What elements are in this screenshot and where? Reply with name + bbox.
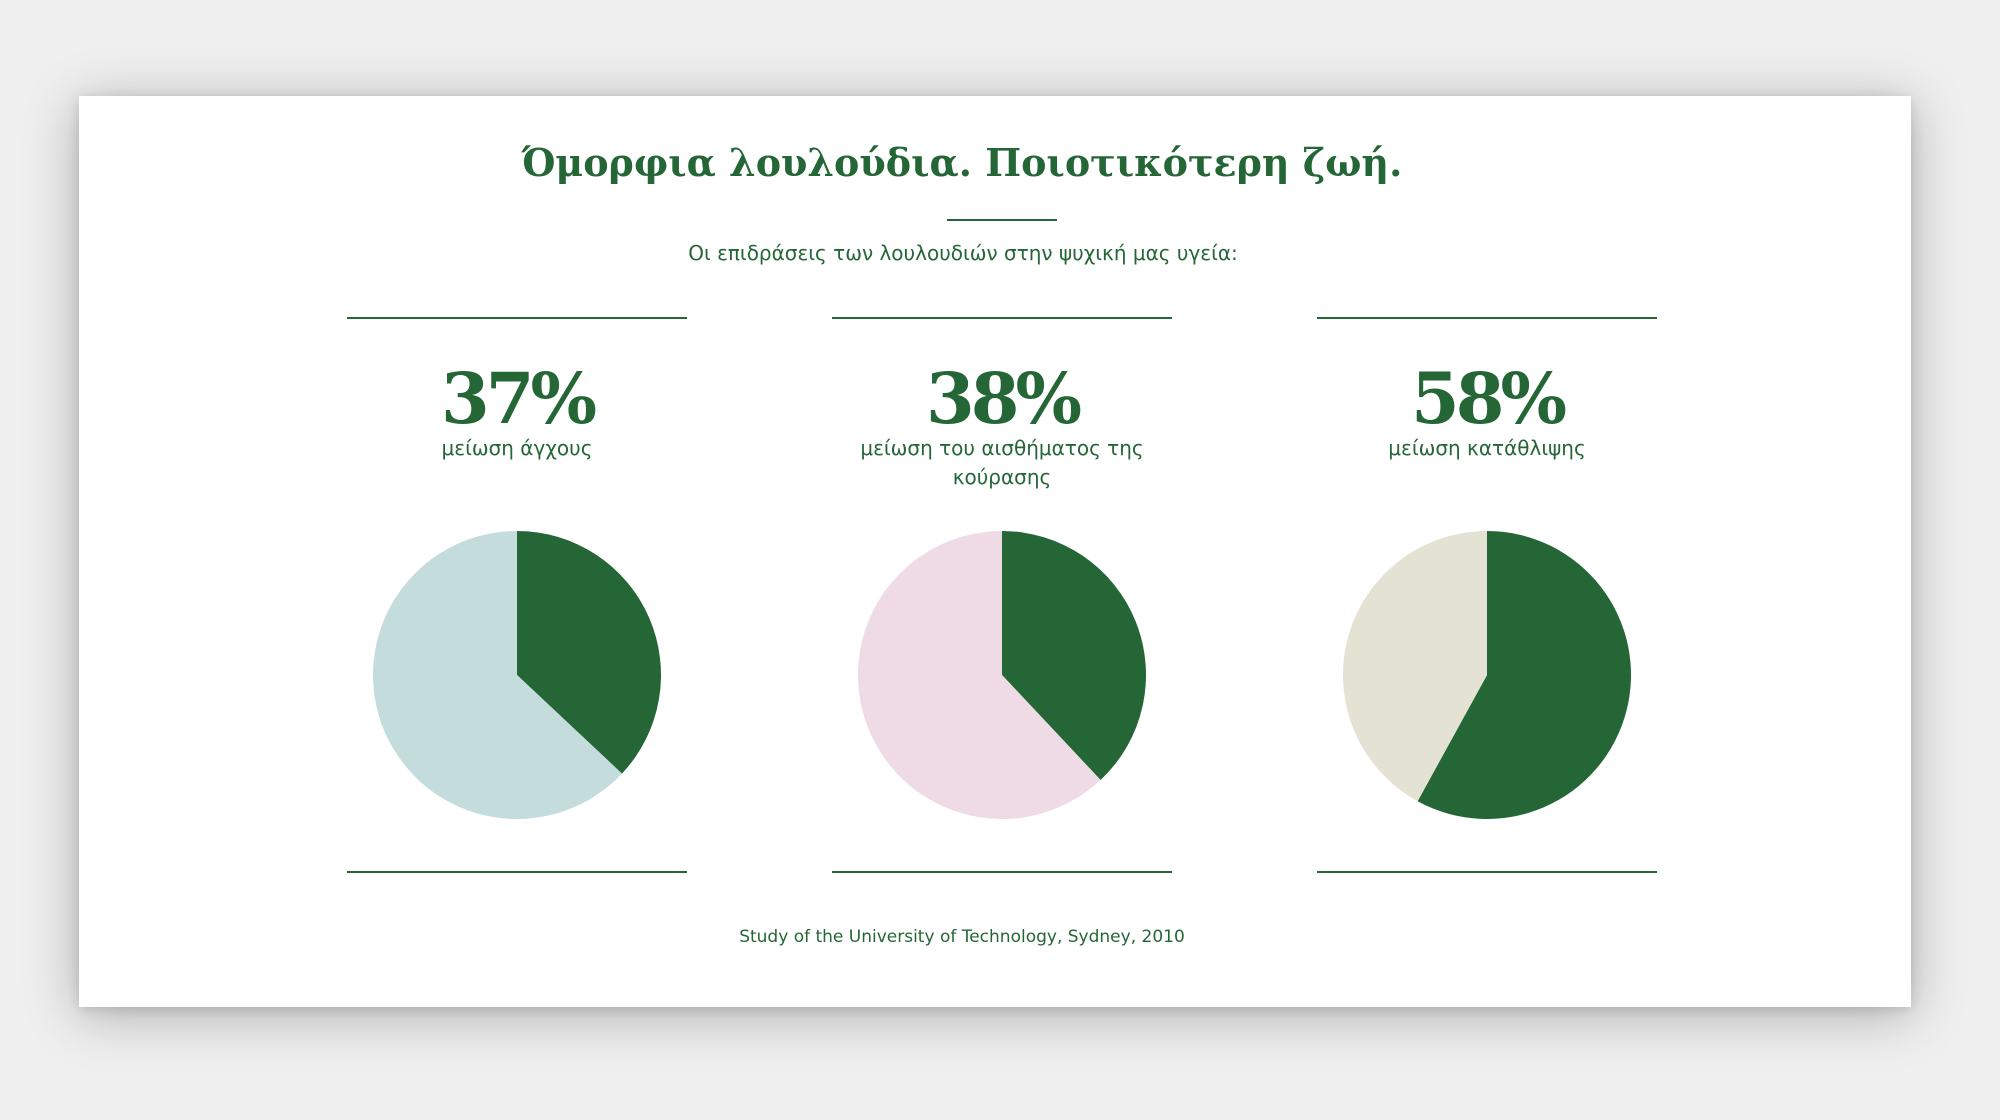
stat-percent: 37% [441, 357, 597, 440]
pie-chart-anxiety [373, 531, 661, 819]
pie-slice-highlight [1002, 531, 1146, 780]
pie-slice-remainder [373, 531, 622, 819]
infographic-card: Όμορφια λουλούδια. Ποιοτικότερη ζωή. Οι … [79, 96, 1911, 1007]
bottom-divider [347, 871, 687, 873]
bottom-divider [1317, 871, 1657, 873]
pie-chart-fatigue [858, 531, 1146, 819]
stat-column-depression: 58% μείωση κατάθλιψης [1317, 317, 1657, 873]
top-divider [347, 317, 687, 319]
top-divider [832, 317, 1172, 319]
stat-column-anxiety: 37% μείωση άγχους [347, 317, 687, 873]
pie-slice-highlight [517, 531, 661, 774]
top-divider [1317, 317, 1657, 319]
stat-percent: 38% [926, 357, 1082, 440]
stat-caption: μείωση κατάθλιψης [1388, 436, 1586, 460]
stat-caption: μείωση άγχους [441, 436, 593, 460]
pie-chart-depression [1343, 531, 1631, 819]
source-footnote: Study of the University of Technology, S… [739, 927, 1185, 947]
stat-percent: 58% [1411, 357, 1567, 440]
pie-slice-remainder [1343, 531, 1487, 802]
stat-column-fatigue: 38% μείωση του αισθήματος της κούρασης [832, 317, 1172, 873]
pie-slice-highlight [1417, 531, 1631, 819]
bottom-divider [832, 871, 1172, 873]
page-subtitle: Οι επιδράσεις των λουλουδιών στην ψυχική… [688, 241, 1238, 265]
title-divider [947, 219, 1057, 221]
pie-slice-remainder [858, 531, 1101, 819]
stat-caption: μείωση του αισθήματος της κούρασης [860, 436, 1144, 489]
page-title: Όμορφια λουλούδια. Ποιοτικότερη ζωή. [521, 140, 1403, 185]
